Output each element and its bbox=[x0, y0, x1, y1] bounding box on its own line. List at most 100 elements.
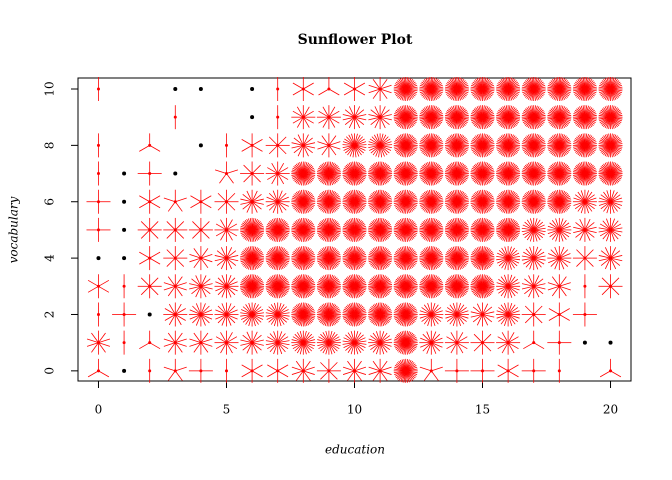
sunflower bbox=[292, 76, 314, 101]
petal bbox=[533, 189, 536, 202]
petal bbox=[482, 218, 485, 230]
petal bbox=[200, 314, 210, 324]
petal bbox=[482, 342, 492, 352]
petal bbox=[507, 257, 518, 267]
petal bbox=[533, 105, 536, 118]
petal bbox=[405, 330, 408, 343]
petal bbox=[507, 257, 512, 270]
petal bbox=[378, 145, 381, 158]
single-point bbox=[250, 86, 255, 91]
petal bbox=[139, 201, 150, 209]
petal bbox=[242, 314, 253, 323]
petal bbox=[293, 137, 304, 146]
petal bbox=[533, 221, 544, 231]
petal bbox=[91, 332, 99, 343]
sunflower bbox=[265, 330, 290, 355]
petal bbox=[271, 173, 279, 185]
sunflower bbox=[86, 217, 111, 242]
petal bbox=[354, 189, 357, 202]
petal bbox=[379, 342, 385, 355]
petal bbox=[379, 335, 391, 343]
petal bbox=[243, 164, 253, 174]
petal bbox=[521, 229, 534, 233]
petal bbox=[610, 191, 618, 202]
petal bbox=[270, 304, 279, 315]
petal bbox=[149, 221, 159, 231]
petal bbox=[574, 201, 586, 210]
petal bbox=[497, 257, 509, 264]
petal bbox=[507, 278, 519, 287]
petal bbox=[200, 342, 209, 353]
petal bbox=[192, 314, 202, 324]
petal bbox=[559, 257, 571, 264]
petal bbox=[430, 161, 434, 174]
petal bbox=[303, 366, 315, 372]
petal bbox=[507, 189, 511, 202]
petal bbox=[192, 229, 202, 239]
petal bbox=[533, 229, 545, 236]
petal bbox=[446, 314, 458, 322]
petal bbox=[226, 192, 236, 203]
petal bbox=[292, 116, 304, 124]
petal bbox=[347, 360, 355, 372]
petal bbox=[446, 336, 458, 344]
sunflower bbox=[276, 76, 280, 101]
petal bbox=[189, 338, 202, 344]
petal bbox=[220, 247, 227, 259]
petal bbox=[354, 141, 367, 146]
petal bbox=[139, 251, 150, 259]
petal bbox=[175, 366, 187, 372]
petal bbox=[504, 314, 509, 327]
petal bbox=[354, 370, 367, 375]
petal bbox=[533, 257, 546, 261]
petal bbox=[277, 333, 286, 343]
petal bbox=[318, 336, 330, 344]
petal bbox=[252, 342, 264, 346]
sunflower bbox=[163, 330, 187, 355]
petal bbox=[241, 309, 253, 315]
petal bbox=[529, 218, 535, 231]
petal bbox=[320, 342, 330, 352]
petal bbox=[507, 286, 513, 298]
petal bbox=[98, 285, 110, 293]
petal bbox=[226, 219, 233, 231]
petal bbox=[221, 275, 227, 287]
petal bbox=[240, 314, 253, 317]
petal bbox=[354, 145, 357, 158]
petal bbox=[558, 218, 564, 231]
petal bbox=[456, 133, 460, 146]
petal bbox=[522, 229, 534, 236]
petal bbox=[328, 342, 338, 352]
petal bbox=[320, 370, 330, 380]
petal bbox=[251, 302, 256, 315]
petal bbox=[268, 314, 278, 323]
sunflower bbox=[496, 330, 521, 355]
sunflower bbox=[393, 358, 418, 383]
petal bbox=[379, 360, 388, 372]
petal bbox=[325, 330, 330, 343]
petal bbox=[163, 285, 176, 291]
petal bbox=[277, 190, 283, 202]
sunflower bbox=[188, 358, 213, 383]
petal bbox=[431, 366, 443, 372]
petal bbox=[507, 314, 516, 325]
petal bbox=[529, 246, 535, 259]
petal bbox=[379, 134, 387, 146]
petal bbox=[272, 190, 279, 202]
sunflower bbox=[547, 274, 571, 299]
petal bbox=[610, 229, 619, 240]
petal bbox=[277, 201, 287, 211]
petal bbox=[369, 138, 381, 146]
sunflower bbox=[291, 274, 316, 299]
petal bbox=[303, 342, 315, 347]
petal bbox=[217, 201, 227, 211]
petal bbox=[450, 332, 458, 343]
petal bbox=[168, 314, 176, 326]
petal bbox=[251, 190, 258, 202]
petal bbox=[168, 303, 176, 315]
petal bbox=[610, 255, 623, 259]
petal bbox=[226, 285, 238, 292]
petal bbox=[166, 257, 176, 267]
sunflower bbox=[316, 189, 341, 214]
sunflower bbox=[240, 274, 265, 299]
